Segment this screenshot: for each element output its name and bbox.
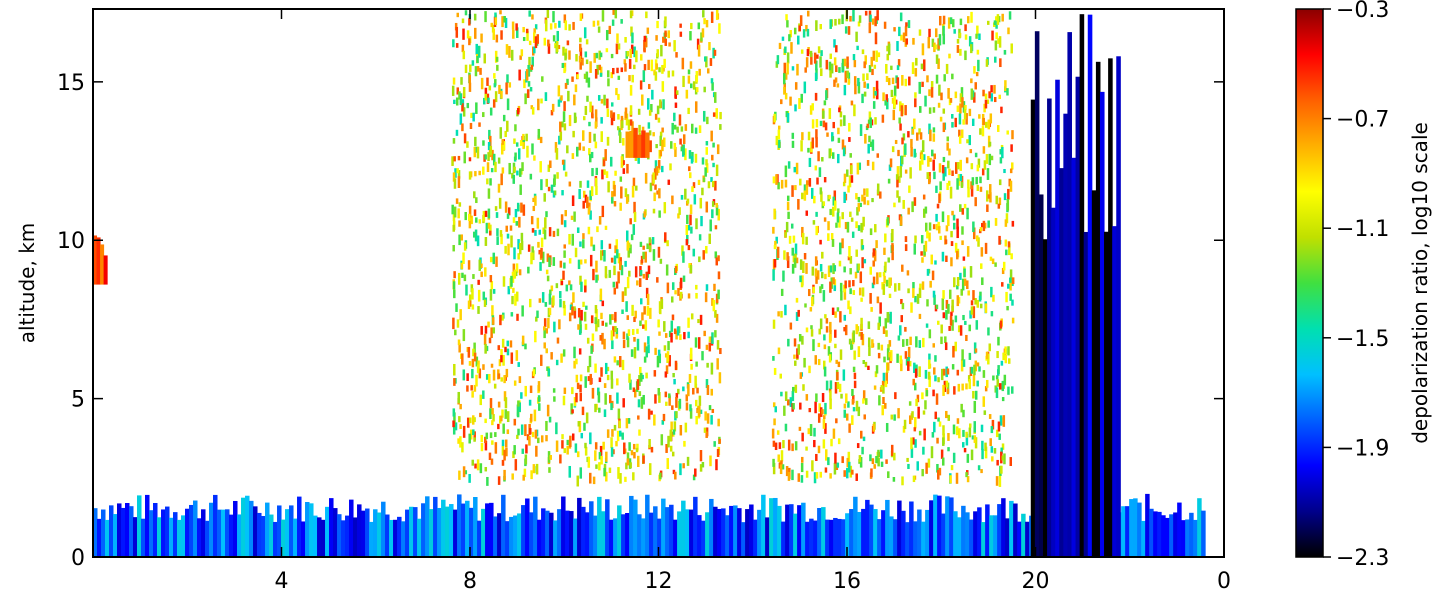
x-tick-label: 12 [645,569,673,593]
x-tick-label: 16 [833,569,861,593]
heatmap-feature-4 [625,127,650,158]
x-tick-label: 20 [1022,569,1050,593]
colorbar-tick-label: −0.7 [1336,108,1389,133]
heatmap-field [93,9,1206,558]
x-tick-label: 0 [1217,569,1231,593]
heatmap-feature-3 [771,9,1015,487]
x-tick-label: 4 [275,569,289,593]
colorbar-tick-label: −1.9 [1336,436,1389,461]
colorbar [1295,8,1324,558]
x-axis-ticks: 4 8 12 16 20 0 [275,9,1231,593]
y-tick-label: 15 [57,71,85,96]
colorbar-tick-label: −2.3 [1336,546,1389,571]
x-tick-label: 8 [463,569,477,593]
heatmap-feature-1 [1030,14,1121,558]
y-axis-label: altitude, km [15,223,39,344]
y-tick-label: 0 [71,546,85,571]
colorbar-label: depolarization ratio, log10 scale [1408,122,1432,444]
y-tick-label: 5 [71,388,85,413]
colorbar-ticks: −0.3 −0.7 −1.1 −1.5 −1.9 −2.3 [1323,0,1389,571]
heatmap-feature-5 [93,235,108,285]
colorbar-tick-label: −1.1 [1336,217,1389,242]
colorbar-tick-label: −1.5 [1336,327,1389,352]
colorbar-tick-label: −0.3 [1336,0,1389,23]
heatmap-feature-2 [451,9,722,487]
y-tick-label: 10 [57,229,85,254]
y-axis-ticks: 0 5 10 15 [57,71,1224,571]
